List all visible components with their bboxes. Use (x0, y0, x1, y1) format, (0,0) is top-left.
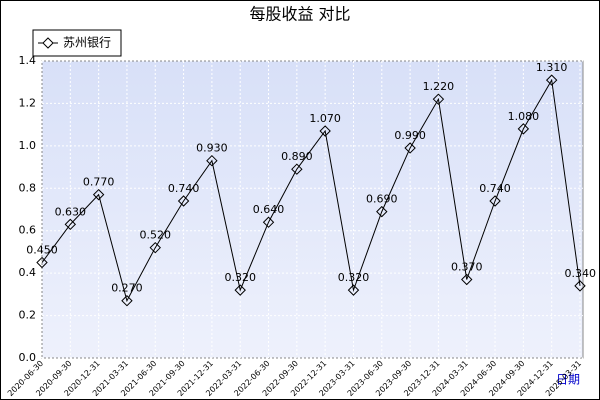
marker (121, 295, 133, 307)
value-label: 0.370 (451, 261, 483, 274)
y-tick-label: 1.0 (19, 139, 37, 152)
value-label: 0.450 (26, 244, 58, 257)
legend-label: 苏州银行 (63, 36, 111, 50)
value-label: 0.630 (55, 205, 87, 218)
marker (517, 123, 530, 135)
value-label: 1.080 (508, 110, 540, 123)
marker (291, 163, 303, 175)
marker (489, 195, 501, 207)
chart-title: 每股收益 对比 (249, 5, 350, 24)
marker (461, 273, 473, 286)
y-tick-label: 0.0 (19, 351, 37, 364)
y-tick-label: 1.2 (19, 96, 37, 109)
value-label: 0.890 (281, 150, 313, 163)
marker (149, 241, 161, 254)
marker (404, 142, 416, 154)
value-label: 0.320 (338, 271, 370, 284)
value-label: 0.770 (83, 176, 115, 189)
value-label: 0.690 (366, 193, 398, 206)
value-label: 0.740 (479, 182, 511, 195)
marker (347, 284, 360, 296)
value-label: 0.930 (196, 142, 228, 155)
legend-marker (42, 37, 54, 49)
marker (177, 195, 190, 207)
marker (319, 125, 331, 137)
value-label: 0.520 (140, 229, 172, 242)
value-label: 0.320 (224, 271, 256, 284)
marker (574, 280, 586, 292)
value-label: 1.310 (536, 61, 568, 74)
y-tick-label: 0.2 (19, 309, 37, 322)
line (41, 78, 581, 303)
value-label: 0.270 (111, 282, 143, 295)
value-label: 1.070 (309, 112, 341, 125)
value-label: 0.740 (168, 182, 200, 195)
marker (262, 216, 275, 228)
marker (36, 256, 48, 269)
y-tick-label: 0.8 (19, 181, 37, 194)
plot-area (41, 60, 584, 359)
marker (64, 218, 77, 231)
x-axis-label: 日期 (556, 373, 580, 387)
marker (545, 74, 558, 86)
value-label: 0.640 (253, 203, 285, 216)
marker (432, 93, 445, 105)
y-tick-label: 1.4 (19, 54, 37, 67)
value-label: 0.340 (565, 267, 597, 280)
marker (376, 205, 388, 218)
y-tick-label: 0.4 (19, 266, 37, 279)
marker (206, 154, 218, 167)
marker (234, 284, 246, 296)
y-tick-label: 0.6 (19, 224, 37, 237)
value-label: 1.220 (423, 80, 455, 93)
marker (92, 188, 105, 201)
value-label: 0.990 (394, 129, 426, 142)
